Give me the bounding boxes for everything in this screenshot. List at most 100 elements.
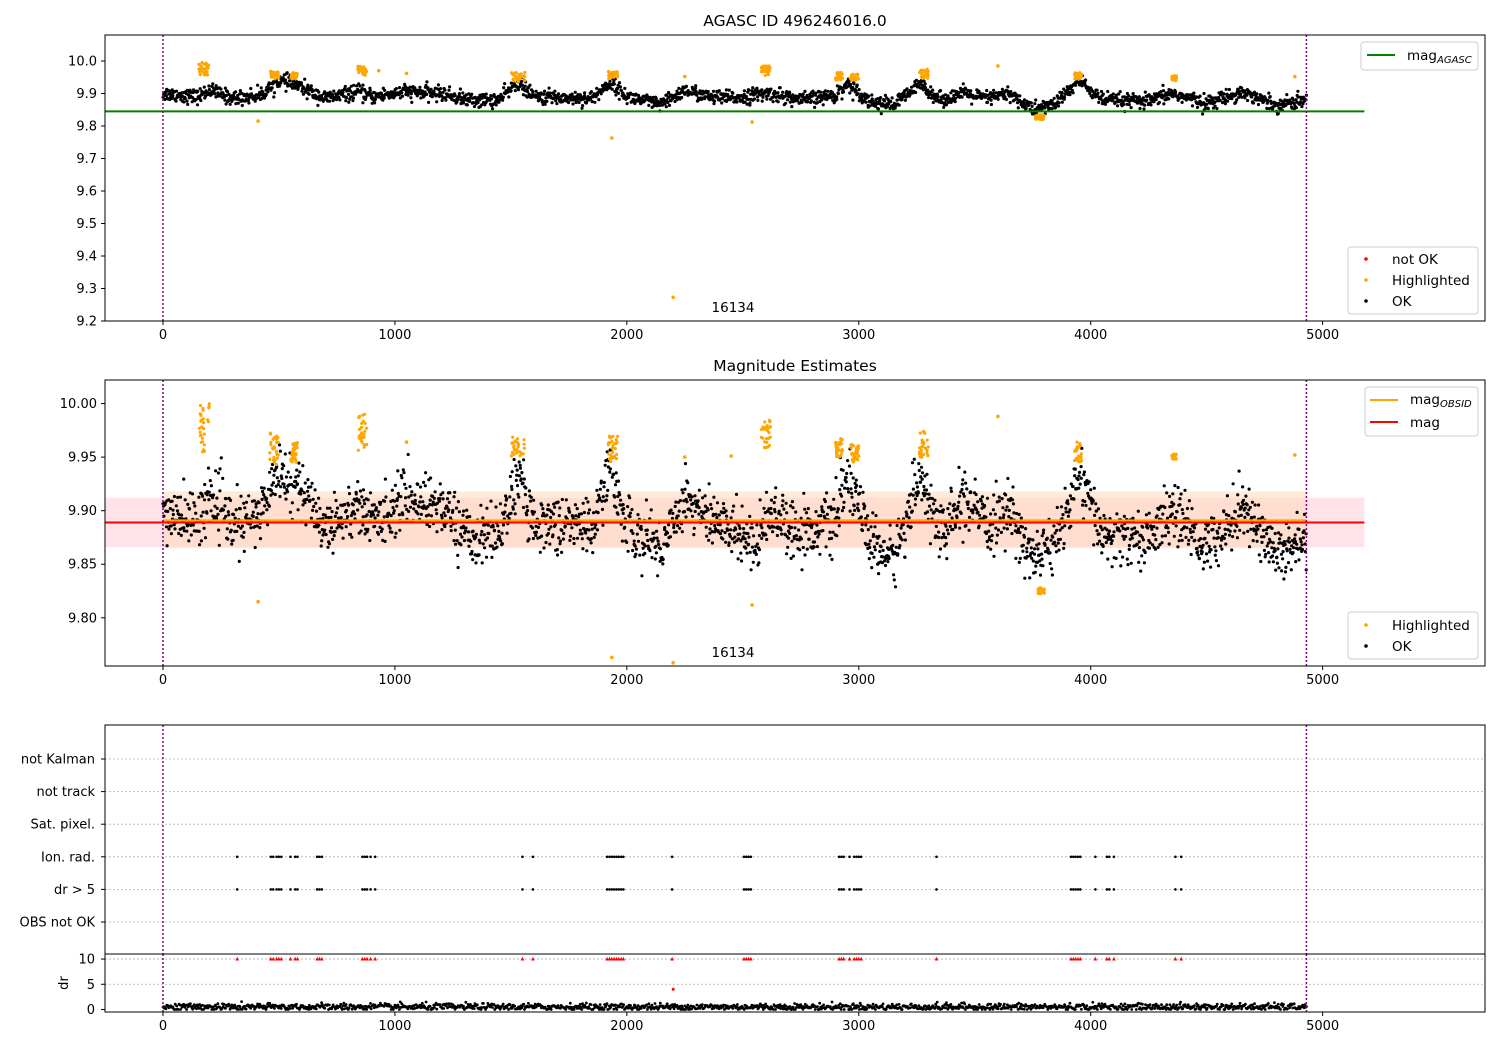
- highlighted-point: [199, 68, 203, 72]
- ok-point: [416, 512, 420, 516]
- ok-point: [361, 515, 365, 519]
- ok-point: [608, 470, 612, 474]
- ok-point: [727, 543, 731, 548]
- ok-point: [1096, 91, 1100, 95]
- ok-point: [1032, 552, 1037, 556]
- ok-point: [393, 535, 397, 539]
- ok-point: [867, 542, 871, 546]
- ok-point: [689, 509, 693, 513]
- ok-point: [606, 488, 610, 492]
- ok-point: [958, 494, 962, 498]
- ok-point: [684, 515, 688, 519]
- ok-point: [643, 551, 647, 556]
- ok-point: [1171, 492, 1175, 496]
- ok-point: [757, 561, 761, 565]
- ok-point: [1038, 559, 1042, 563]
- ok-point: [1042, 528, 1046, 532]
- ok-point: [849, 471, 853, 475]
- ok-point: [1189, 530, 1193, 535]
- ok-point: [828, 530, 832, 534]
- ok-point: [374, 506, 378, 510]
- ok-point: [549, 510, 554, 514]
- ok-point: [1071, 484, 1075, 489]
- ok-point: [400, 476, 404, 480]
- ok-point: [628, 515, 632, 519]
- highlighted-point: [376, 68, 381, 73]
- ok-point: [1063, 524, 1067, 528]
- ok-point: [217, 528, 221, 532]
- ok-point: [854, 478, 858, 482]
- ok-point: [371, 510, 375, 514]
- ok-point: [855, 506, 860, 510]
- ok-point: [773, 495, 777, 499]
- ok-point: [604, 498, 609, 502]
- ok-point: [1133, 526, 1137, 530]
- ok-point: [656, 574, 660, 578]
- ok-point: [1177, 539, 1181, 543]
- ok-point: [1106, 557, 1110, 561]
- ok-point: [344, 525, 348, 529]
- ok-point: [871, 511, 875, 515]
- ok-point: [1040, 557, 1044, 561]
- ok-point: [214, 84, 218, 88]
- ok-point: [516, 88, 521, 92]
- ok-point: [1145, 98, 1149, 102]
- ok-point: [630, 507, 634, 512]
- ok-point: [1192, 526, 1197, 530]
- ok-point: [718, 523, 722, 527]
- ok-point: [1150, 527, 1154, 531]
- ok-point: [545, 99, 549, 103]
- ok-point: [785, 511, 789, 515]
- ok-point: [196, 89, 200, 93]
- top-legend-flags: not OK Highlighted OK: [1347, 246, 1479, 315]
- ok-point: [769, 506, 773, 511]
- ok-point: [1040, 552, 1044, 556]
- ok-point: [563, 524, 567, 528]
- ok-point: [505, 497, 509, 501]
- ok-point: [595, 488, 599, 492]
- ok-point: [1127, 94, 1131, 98]
- ok-point: [898, 544, 902, 548]
- ok-point: [456, 565, 460, 570]
- ok-point: [906, 499, 911, 503]
- ok-point: [288, 510, 292, 514]
- ok-point: [693, 494, 697, 498]
- ok-point: [744, 546, 748, 550]
- ok-point: [279, 474, 283, 478]
- ok-point: [799, 516, 803, 520]
- ok-point: [361, 101, 365, 105]
- ok-point: [1137, 95, 1141, 99]
- ok-point: [599, 479, 603, 483]
- ok-point: [802, 491, 806, 495]
- ok-point: [513, 512, 517, 516]
- highlighted-point: [362, 69, 366, 73]
- ok-point: [532, 510, 537, 514]
- ok-point: [518, 85, 522, 89]
- ok-point: [482, 533, 486, 537]
- ok-point: [838, 488, 842, 492]
- ok-point: [599, 92, 603, 96]
- ok-point: [676, 524, 680, 528]
- ok-point: [678, 526, 682, 530]
- ok-point: [186, 502, 190, 506]
- top-ytick-label: 9.2: [76, 315, 97, 330]
- ok-point: [242, 501, 246, 505]
- ok-point: [300, 489, 304, 493]
- ok-point: [945, 528, 950, 532]
- ok-point: [293, 485, 297, 489]
- top-panel-marks: [105, 35, 1365, 321]
- ok-point: [502, 86, 506, 90]
- ok-point: [716, 95, 720, 99]
- ok-point: [1050, 573, 1054, 577]
- ok-point: [409, 96, 413, 100]
- ok-point: [309, 485, 313, 489]
- ok-point: [735, 100, 739, 104]
- ok-point: [721, 502, 726, 506]
- ok-point: [1083, 499, 1087, 504]
- ok-point: [1166, 530, 1171, 535]
- ok-point: [1059, 505, 1064, 509]
- ok-point: [347, 100, 351, 104]
- ok-point: [938, 89, 943, 93]
- ok-point: [831, 98, 835, 102]
- top-legend-mag-agasc: magAGASC: [1360, 41, 1479, 71]
